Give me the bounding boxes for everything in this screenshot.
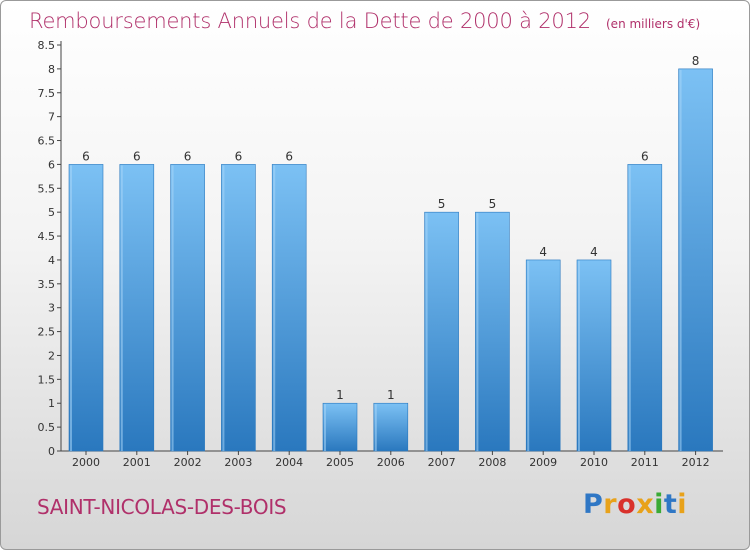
- x-tick-label: 2003: [224, 456, 252, 469]
- bar-value-label: 5: [489, 197, 497, 211]
- town-name: SAINT-NICOLAS-DES-BOIS: [37, 495, 287, 519]
- y-tick-label: 2.5: [38, 326, 56, 339]
- x-tick-label: 2007: [428, 456, 456, 469]
- unit-note: (en milliers d'€): [606, 17, 701, 31]
- bar: [119, 164, 155, 452]
- bar-highlight: [70, 165, 72, 452]
- bar: [373, 402, 409, 452]
- bar-value-label: 8: [692, 54, 700, 68]
- proxiti-logo: Proxiti: [583, 489, 687, 520]
- x-tick-label: 2006: [377, 456, 405, 469]
- x-tick-label: 2008: [478, 456, 506, 469]
- x-tick-label: 2000: [72, 456, 100, 469]
- bar-highlight: [527, 260, 530, 451]
- bar-highlight: [578, 260, 580, 451]
- x-tick-label: 2010: [580, 456, 608, 469]
- logo-letter: r: [603, 489, 618, 520]
- x-tick-label: 2012: [682, 456, 710, 469]
- bar: [271, 164, 307, 452]
- bar-highlight: [171, 165, 174, 452]
- x-tick-label: 2004: [275, 456, 303, 469]
- logo-letter: x: [636, 489, 655, 520]
- y-tick-label: 4: [48, 254, 55, 267]
- y-tick-label: 6: [48, 158, 55, 171]
- bar: [678, 68, 713, 452]
- bar-highlight: [679, 69, 682, 451]
- y-tick-label: 5: [48, 206, 55, 219]
- bar-highlight: [273, 165, 276, 452]
- bar: [68, 164, 104, 452]
- bar-highlight: [425, 213, 428, 451]
- bar-highlight: [476, 213, 479, 451]
- bar-value-label: 6: [285, 149, 293, 163]
- bar-value-label: 6: [184, 149, 192, 163]
- bar-value-label: 5: [438, 197, 446, 211]
- chart-title-row: Remboursements Annuels de la Dette de 20…: [29, 9, 700, 33]
- bar-value-label: 6: [82, 149, 90, 163]
- y-tick-label: 6.5: [38, 135, 56, 148]
- bar-highlight: [120, 165, 123, 452]
- y-tick-label: 5.5: [38, 182, 56, 195]
- x-tick-label: 2005: [326, 456, 354, 469]
- x-tick-label: 2011: [631, 456, 659, 469]
- y-tick-label: 1.5: [38, 373, 56, 386]
- bar-value-label: 4: [539, 245, 547, 259]
- x-tick-label: 2002: [174, 456, 202, 469]
- logo-letter: P: [583, 489, 604, 520]
- x-tick-label: 2001: [123, 456, 151, 469]
- logo-letter: i: [654, 489, 664, 520]
- chart-title: Remboursements Annuels de la Dette de 20…: [29, 9, 591, 33]
- bar-highlight: [324, 404, 326, 451]
- logo-letter: o: [617, 489, 637, 520]
- y-tick-label: 1: [48, 397, 55, 410]
- bar: [627, 164, 663, 452]
- bar-value-label: 6: [235, 149, 243, 163]
- bar: [322, 402, 358, 452]
- bar-value-label: 1: [336, 388, 344, 402]
- y-tick-label: 7.5: [38, 87, 56, 100]
- bar-value-label: 6: [133, 149, 141, 163]
- bar: [424, 211, 459, 452]
- bar: [221, 164, 256, 452]
- logo-letter: t: [663, 489, 678, 520]
- y-tick-label: 0.5: [38, 421, 56, 434]
- y-tick-label: 8: [48, 63, 55, 76]
- bar-value-label: 6: [641, 149, 649, 163]
- y-tick-label: 7: [48, 111, 55, 124]
- y-tick-label: 0: [48, 445, 55, 458]
- bar-value-label: 1: [387, 388, 395, 402]
- y-tick-label: 3.5: [38, 278, 56, 291]
- bar: [525, 259, 561, 452]
- y-tick-label: 2: [48, 349, 55, 362]
- bar-highlight: [374, 404, 377, 451]
- x-tick-label: 2009: [529, 456, 557, 469]
- y-tick-label: 4.5: [38, 230, 56, 243]
- y-tick-label: 8.5: [38, 39, 56, 52]
- bar-highlight: [222, 165, 225, 452]
- bar: [170, 164, 205, 452]
- bar-value-label: 4: [590, 245, 598, 259]
- bar: [475, 211, 510, 452]
- bar-highlight: [628, 165, 631, 452]
- bar: [576, 259, 612, 452]
- y-tick-label: 3: [48, 302, 55, 315]
- logo-letter: i: [677, 489, 688, 520]
